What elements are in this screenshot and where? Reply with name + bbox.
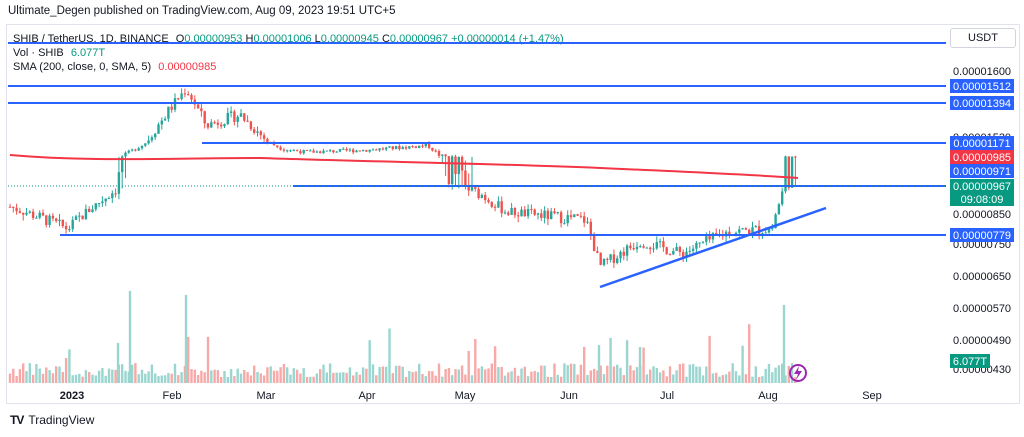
- legend-sma[interactable]: SMA (200, close, 0, SMA, 5) 0.00000985: [13, 61, 216, 73]
- legend-o-label: O: [175, 33, 185, 45]
- tradingview-brand[interactable]: TradingView: [28, 413, 95, 427]
- legend-volume-value: 6.077T: [70, 47, 106, 59]
- legend-symbol[interactable]: SHIB / TetherUS, 1D, BINANCE: [13, 33, 169, 45]
- publisher-line: Ultimate_Degen published on TradingView.…: [8, 5, 396, 17]
- legend-close: 0.00000967: [389, 33, 449, 45]
- legend-c-label: C: [381, 33, 390, 45]
- legend-l-label: L: [314, 33, 321, 45]
- tradingview-logo[interactable]: TV: [10, 413, 24, 427]
- legend-change: +0.00000014 (+1.47%): [451, 33, 564, 45]
- currency-button[interactable]: USDT: [950, 28, 1016, 48]
- legend-sma-label: SMA (200, close, 0, SMA, 5): [13, 61, 152, 73]
- legend-low: 0.00000945: [320, 33, 379, 45]
- footer: TV TradingView: [10, 413, 94, 427]
- legend-h-label: H: [245, 33, 254, 45]
- legend-sma-value: 0.00000985: [158, 61, 217, 73]
- legend-volume[interactable]: Vol · SHIB 6.077T: [13, 47, 105, 59]
- legend-high: 0.00001006: [253, 33, 312, 45]
- legend-volume-label: Vol · SHIB: [13, 47, 64, 59]
- chart-frame: [6, 24, 1020, 404]
- legend-ohlc: SHIB / TetherUS, 1D, BINANCE O0.00000953…: [13, 33, 564, 45]
- legend-open: 0.00000953: [184, 33, 243, 45]
